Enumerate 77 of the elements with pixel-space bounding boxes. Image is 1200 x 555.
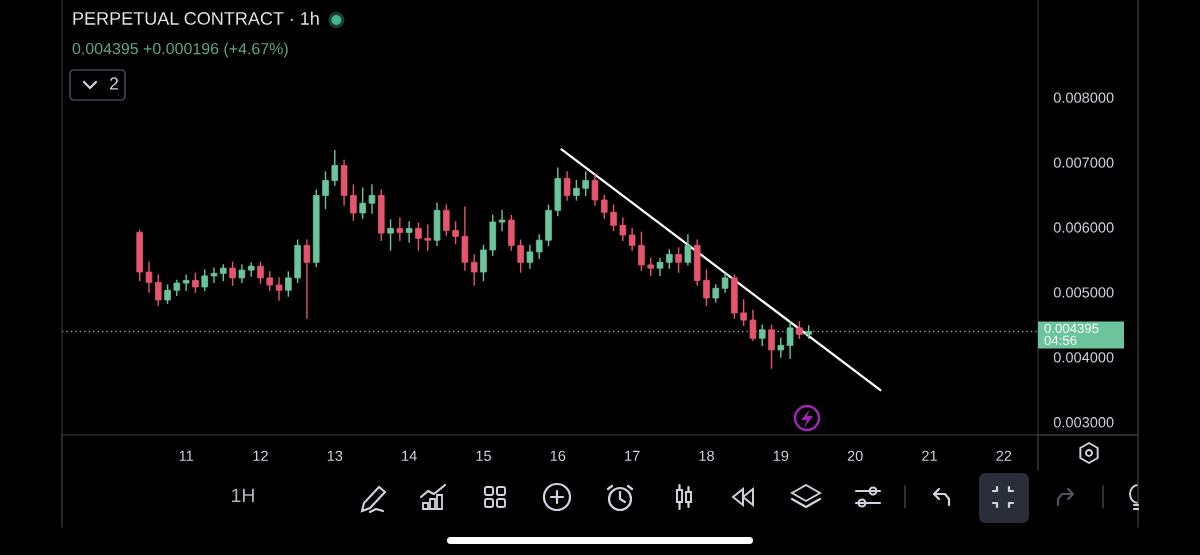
- candlestick: [786, 321, 794, 360]
- candlestick: [758, 324, 766, 347]
- candlestick: [257, 261, 264, 284]
- candlestick: [703, 269, 710, 306]
- y-tick-label: 0.008000: [1053, 92, 1114, 103]
- x-tick-label: 17: [625, 450, 640, 461]
- x-tick-label: 18: [699, 450, 714, 461]
- candlestick: [498, 209, 506, 232]
- candlestick: [777, 337, 785, 358]
- candlestick: [424, 224, 432, 251]
- candlestick: [201, 269, 209, 291]
- candlestick: [443, 204, 450, 236]
- candlestick: [359, 187, 366, 219]
- candlestick: [638, 231, 645, 271]
- candlestick: [768, 324, 775, 369]
- candlestick: [247, 262, 255, 277]
- candlestick: [480, 244, 487, 282]
- candlestick: [396, 217, 404, 241]
- candlestick: [600, 194, 608, 219]
- candlestick: [675, 247, 682, 273]
- candlestick: [573, 179, 580, 201]
- annotation: 2: [110, 77, 118, 90]
- x-tick-label: 19: [773, 450, 789, 461]
- y-tick-label: 0.006000: [1053, 222, 1114, 233]
- candlestick: [192, 272, 199, 293]
- candlestick: [526, 244, 534, 269]
- candlestick: [229, 261, 236, 286]
- candlestick: [452, 221, 459, 245]
- candlestick: [470, 254, 478, 286]
- candlestick: [517, 239, 524, 273]
- x-tick-label: 20: [847, 450, 863, 461]
- text: 1H: [232, 488, 254, 503]
- candlestick: [275, 277, 283, 301]
- candlestick: [535, 234, 543, 260]
- candlestick: [749, 309, 757, 341]
- candlestick: [145, 261, 153, 293]
- x-tick-label: 12: [253, 450, 268, 461]
- y-tick-label: 0.003000: [1053, 417, 1114, 428]
- candlestick: [154, 274, 162, 306]
- candlestick: [656, 257, 664, 276]
- candlestick: [610, 204, 617, 232]
- x-tick-label: 21: [922, 450, 937, 461]
- x-tick-label: 16: [550, 450, 566, 461]
- candlestick: [387, 219, 394, 251]
- candlestick: [563, 171, 571, 201]
- candlestick: [628, 227, 636, 251]
- candlestick: [266, 271, 274, 291]
- candlestick: [582, 171, 589, 197]
- candlestick: [303, 239, 311, 319]
- x-tick-label: 22: [996, 450, 1012, 461]
- candlestick: [415, 222, 422, 251]
- x-tick-label: 14: [402, 450, 417, 461]
- candlestick: [666, 249, 673, 269]
- ref-line-label: 0.004395: [1044, 323, 1099, 333]
- candlestick: [322, 171, 329, 210]
- candlestick: [591, 174, 599, 206]
- candlestick: [684, 234, 692, 266]
- text: 04:56: [1044, 335, 1077, 345]
- text: PERPETUAL CONTRACT · 1h: [73, 11, 319, 25]
- x-tick-label: 11: [179, 450, 193, 461]
- y-tick-label: 0.005000: [1053, 287, 1114, 298]
- candlestick: [210, 267, 218, 284]
- candlestick: [619, 217, 627, 241]
- candlestick: [740, 299, 747, 326]
- candlestick: [164, 284, 171, 304]
- candlestick: [721, 272, 729, 293]
- candlestick: [405, 221, 413, 243]
- candlestick: [285, 271, 292, 297]
- candlestick: [331, 149, 339, 186]
- candlestick: [368, 184, 376, 214]
- x-tick-label: 13: [327, 450, 343, 461]
- candlestick: [182, 274, 190, 291]
- candlestick: [350, 184, 357, 221]
- y-tick-label: 0.007000: [1053, 157, 1114, 168]
- x-tick-label: 15: [476, 450, 491, 461]
- y-tick-label: 0.004000: [1053, 352, 1114, 363]
- text: 0.004395 +0.000196 (+4.67%): [72, 42, 288, 58]
